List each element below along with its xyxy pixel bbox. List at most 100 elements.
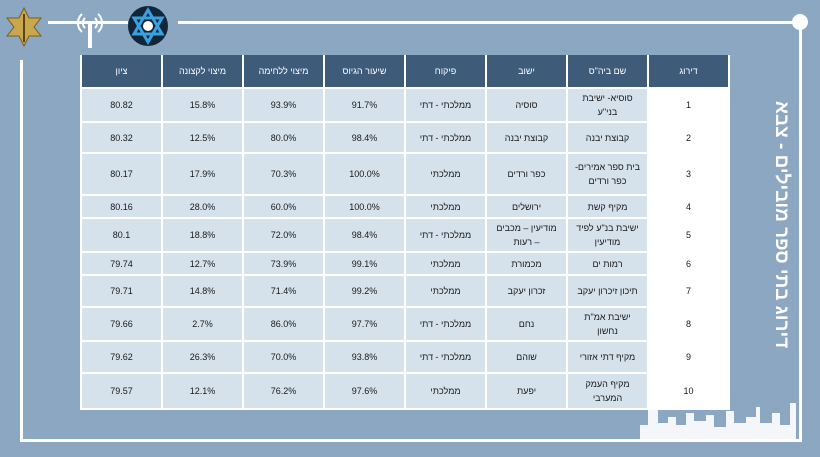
column-header: מיצוי לקצונה [161, 55, 244, 89]
table-row: 2 קבוצת יבנה קבוצת יבנה ממלכתי - דתי 98.4% 80… [80, 121, 730, 154]
table-cell: 79.62 [80, 340, 163, 374]
table-cell: קבוצת יבנה [485, 121, 568, 154]
table-cell: 10 [647, 372, 730, 410]
table-cell: ממלכתי - דתי [404, 87, 487, 123]
table-cell: 72.0% [242, 217, 325, 253]
table-row: 9 מקיף דתי אזורי שוהם ממלכתי - דתי 93.8% 70.0… [80, 340, 730, 374]
table-cell: 70.3% [242, 152, 325, 196]
column-header: שם ביה"ס [566, 55, 649, 89]
table-cell: 97.6% [323, 372, 406, 410]
table-row: 4 מקיף קשת ירושלים ממלכתי 100.0% 60.0% 28.0% 80… [80, 194, 730, 219]
table-cell: 73.9% [242, 251, 325, 276]
table-cell: בית ספר אמירים- כפר ורדים [566, 152, 649, 196]
table-cell: ירושלים [485, 194, 568, 219]
table-row: 1 סוסיא- ישיבת בני"ע סוסיה ממלכתי - דתי 91.7… [80, 87, 730, 123]
frame-bottom-line [20, 439, 802, 442]
table-cell: 79.57 [80, 372, 163, 410]
table-row: 6 רמות ים מכמורת ממלכתי 99.1% 73.9% 12.7% 79.74 [80, 251, 730, 276]
table-cell: 18.8% [161, 217, 244, 253]
table-cell: 80.32 [80, 121, 163, 154]
table-cell: 12.1% [161, 372, 244, 410]
table-cell: 93.8% [323, 340, 406, 374]
table-header-row: דירוג שם ביה"ס ישוב פיקוח שיעור הגיוס מיצוי ל… [80, 55, 730, 89]
column-header: שיעור הגיוס [323, 55, 406, 89]
table-cell: 14.8% [161, 274, 244, 308]
column-header: מיצוי ללחימה [242, 55, 325, 89]
table-cell: סוסיא- ישיבת בני"ע [566, 87, 649, 123]
table-cell: 93.9% [242, 87, 325, 123]
table-cell: 5 [647, 217, 730, 253]
table-cell: 6 [647, 251, 730, 276]
table-cell: ישיבת אמ"ת נחשון [566, 306, 649, 342]
table-cell: 100.0% [323, 152, 406, 196]
table-cell: ממלכתי [404, 251, 487, 276]
table-cell: ממלכתי - דתי [404, 217, 487, 253]
table-cell: ממלכתי - דתי [404, 121, 487, 154]
table-cell: 3 [647, 152, 730, 196]
table-cell: 79.74 [80, 251, 163, 276]
city-skyline-icon [640, 400, 796, 440]
column-header: פיקוח [404, 55, 487, 89]
table-row: 3 בית ספר אמירים- כפר ורדים כפר ורדים ממלכת… [80, 152, 730, 196]
idf-emblem-icon [5, 6, 43, 48]
table-cell: ישיבת בנ"ע לפיד מודיעין [566, 217, 649, 253]
table-cell: 80.17 [80, 152, 163, 196]
star-of-david-emblem-icon [128, 6, 168, 46]
table-row: 10 מקיף העמק המערבי יפעת ממלכתי 97.6% 76.2% 12… [80, 372, 730, 410]
column-header: דירוג [647, 55, 730, 89]
table-cell: מקיף דתי אזורי [566, 340, 649, 374]
table-cell: 28.0% [161, 194, 244, 219]
table-cell: נחם [485, 306, 568, 342]
table-cell: ממלכתי - דתי [404, 340, 487, 374]
table-cell: 79.71 [80, 274, 163, 308]
table-cell: 98.4% [323, 121, 406, 154]
table-cell: 2 [647, 121, 730, 154]
table-cell: 80.1 [80, 217, 163, 253]
table-cell: 80.82 [80, 87, 163, 123]
table-cell: 80.0% [242, 121, 325, 154]
table-cell: 100.0% [323, 194, 406, 219]
table-cell: מכמורת [485, 251, 568, 276]
table-row: 7 תיכון זיכרון יעקב זכרון יעקב ממלכתי 99.2% 7… [80, 274, 730, 308]
table-cell: 7 [647, 274, 730, 308]
page-title: דירוג בתי ספר מובילים - צבא [771, 101, 792, 349]
column-header: ישוב [485, 55, 568, 89]
table-cell: זכרון יעקב [485, 274, 568, 308]
table-cell: שוהם [485, 340, 568, 374]
table-row: 5 ישיבת בנ"ע לפיד מודיעין מודיעין – מכבים … [80, 217, 730, 253]
radio-antenna-icon [76, 13, 104, 48]
frame-top-line [178, 21, 800, 24]
table-cell: 98.4% [323, 217, 406, 253]
table-cell: 80.16 [80, 194, 163, 219]
table-cell: סוסיה [485, 87, 568, 123]
table-cell: מקיף העמק המערבי [566, 372, 649, 410]
table-cell: מקיף קשת [566, 194, 649, 219]
table-cell: ממלכתי [404, 152, 487, 196]
table-cell: ממלכתי [404, 274, 487, 308]
table-cell: 9 [647, 340, 730, 374]
table-cell: 26.3% [161, 340, 244, 374]
table-cell: 8 [647, 306, 730, 342]
table-cell: כפר ורדים [485, 152, 568, 196]
table-cell: 15.8% [161, 87, 244, 123]
table-cell: 76.2% [242, 372, 325, 410]
table-cell: ממלכתי - דתי [404, 306, 487, 342]
table-cell: 2.7% [161, 306, 244, 342]
table-cell: מודיעין – מכבים – רעות [485, 217, 568, 253]
table-cell: יפעת [485, 372, 568, 410]
table-cell: 12.7% [161, 251, 244, 276]
table-cell: ממלכתי [404, 372, 487, 410]
table-cell: 99.2% [323, 274, 406, 308]
table-cell: 70.0% [242, 340, 325, 374]
column-header: ציון [80, 55, 163, 89]
frame-left-line [20, 60, 23, 440]
table-cell: 86.0% [242, 306, 325, 342]
table-cell: 97.7% [323, 306, 406, 342]
table-cell: 4 [647, 194, 730, 219]
frame-right-line [799, 21, 802, 441]
table-row: 8 ישיבת אמ"ת נחשון נחם ממלכתי - דתי 97.7% 86.… [80, 306, 730, 342]
table-cell: 17.9% [161, 152, 244, 196]
schools-ranking-table: דירוג שם ביה"ס ישוב פיקוח שיעור הגיוס מיצוי ל… [80, 55, 730, 410]
table-cell: 91.7% [323, 87, 406, 123]
table-cell: 71.4% [242, 274, 325, 308]
